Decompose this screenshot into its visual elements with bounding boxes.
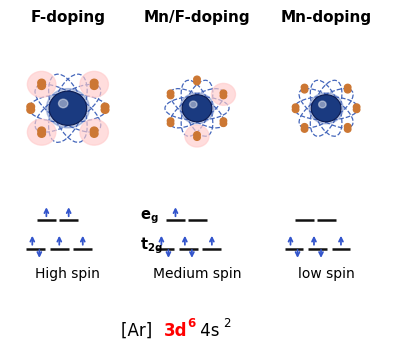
- Circle shape: [101, 103, 109, 110]
- Circle shape: [292, 104, 299, 110]
- Text: Mn-doping: Mn-doping: [281, 10, 372, 25]
- Circle shape: [90, 79, 98, 86]
- Circle shape: [311, 95, 341, 122]
- Circle shape: [220, 118, 227, 124]
- Circle shape: [167, 90, 174, 96]
- Circle shape: [353, 104, 360, 110]
- Circle shape: [344, 123, 351, 130]
- Text: 4s: 4s: [195, 322, 219, 340]
- Circle shape: [38, 127, 45, 134]
- Circle shape: [49, 91, 87, 125]
- Circle shape: [27, 119, 56, 145]
- Circle shape: [301, 87, 308, 93]
- Circle shape: [167, 93, 174, 99]
- Circle shape: [319, 101, 326, 108]
- Text: $\mathbf{t_{2g}}$: $\mathbf{t_{2g}}$: [140, 236, 163, 256]
- Circle shape: [344, 126, 351, 132]
- Circle shape: [167, 121, 174, 126]
- Circle shape: [46, 89, 89, 128]
- Circle shape: [301, 123, 308, 130]
- Circle shape: [292, 107, 299, 113]
- Circle shape: [309, 93, 343, 124]
- Circle shape: [80, 71, 108, 97]
- Text: Medium spin: Medium spin: [153, 267, 241, 281]
- Circle shape: [27, 103, 35, 110]
- Circle shape: [90, 83, 98, 89]
- Circle shape: [220, 93, 227, 99]
- Text: 3d: 3d: [164, 322, 187, 340]
- Circle shape: [58, 99, 68, 108]
- Circle shape: [38, 79, 45, 86]
- Circle shape: [344, 84, 351, 90]
- Circle shape: [185, 125, 209, 147]
- Text: F-doping: F-doping: [30, 10, 106, 25]
- Text: 6: 6: [187, 317, 195, 330]
- Text: $\mathbf{e_g}$: $\mathbf{e_g}$: [140, 209, 159, 227]
- Circle shape: [353, 107, 360, 113]
- Circle shape: [194, 132, 200, 137]
- Circle shape: [190, 101, 197, 108]
- Circle shape: [194, 135, 200, 140]
- Circle shape: [220, 90, 227, 96]
- Circle shape: [211, 83, 236, 105]
- Circle shape: [180, 93, 214, 124]
- Circle shape: [220, 121, 227, 126]
- Circle shape: [301, 126, 308, 132]
- Circle shape: [38, 130, 45, 137]
- Text: low spin: low spin: [298, 267, 355, 281]
- Circle shape: [38, 83, 45, 89]
- Circle shape: [167, 118, 174, 124]
- Circle shape: [182, 95, 212, 122]
- Text: Mn/F-doping: Mn/F-doping: [144, 10, 250, 25]
- Circle shape: [194, 79, 200, 85]
- Text: [Ar]: [Ar]: [121, 322, 157, 340]
- Circle shape: [90, 127, 98, 134]
- Circle shape: [194, 76, 200, 82]
- Circle shape: [101, 106, 109, 113]
- Circle shape: [27, 71, 56, 97]
- Circle shape: [344, 87, 351, 93]
- Circle shape: [301, 84, 308, 90]
- Text: 2: 2: [224, 317, 231, 330]
- Circle shape: [27, 106, 35, 113]
- Text: High spin: High spin: [35, 267, 100, 281]
- Circle shape: [90, 130, 98, 137]
- Circle shape: [80, 119, 108, 145]
